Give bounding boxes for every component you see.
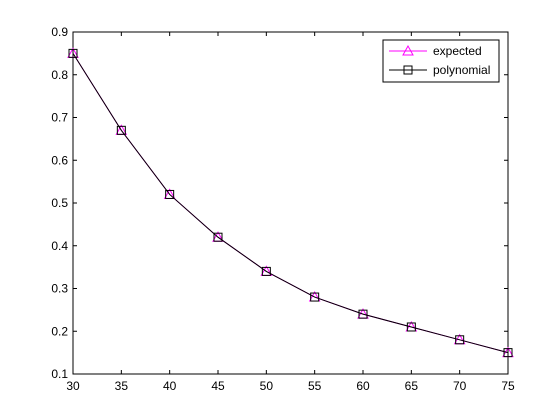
x-tick-label: 50 — [260, 379, 274, 393]
x-tick-label: 65 — [405, 379, 419, 393]
legend: expected polynomial — [382, 39, 500, 83]
plot-area — [72, 31, 509, 375]
polynomial-point — [165, 189, 175, 199]
y-tick-label: 0.1 — [51, 367, 68, 381]
y-tick-label: 0.6 — [51, 153, 68, 167]
legend-box — [382, 39, 500, 83]
x-tick-label: 75 — [501, 379, 515, 393]
x-tick-label: 70 — [453, 379, 467, 393]
polynomial-point — [116, 125, 126, 135]
polynomial-point — [310, 292, 320, 302]
y-tick-label: 0.8 — [51, 68, 68, 82]
series-polynomial — [68, 48, 513, 358]
axis-tick-labels: 30 35 40 45 50 55 60 65 70 75 0.1 0.2 0.3 0.4 0.5 0.6 0.… — [51, 25, 515, 393]
polynomial-point — [261, 266, 271, 276]
y-tick-label: 0.7 — [51, 111, 68, 125]
y-tick-label: 0.3 — [51, 282, 68, 296]
polynomial-point — [68, 48, 78, 58]
legend-label-polynomial: polynomial — [433, 63, 490, 77]
x-tick-label: 40 — [163, 379, 177, 393]
series-layer — [67, 47, 514, 358]
polynomial-point — [213, 232, 223, 242]
x-tick-label: 55 — [308, 379, 322, 393]
x-tick-label: 30 — [66, 379, 80, 393]
polynomial-point — [455, 335, 465, 345]
x-tick-label: 45 — [211, 379, 225, 393]
legend-label-expected: expected — [433, 44, 482, 58]
y-tick-label: 0.9 — [51, 25, 68, 39]
y-tick-label: 0.2 — [51, 324, 68, 338]
axis-ticks — [72, 31, 509, 375]
x-tick-label: 35 — [115, 379, 129, 393]
polynomial-point — [503, 348, 513, 358]
y-tick-label: 0.4 — [51, 239, 68, 253]
legend-marker-polynomial — [403, 65, 413, 75]
polynomial-line — [72, 53, 509, 354]
legend-marker-expected — [402, 44, 414, 56]
x-tick-label: 60 — [356, 379, 370, 393]
polynomial-point — [406, 322, 416, 332]
polynomial-point — [358, 309, 368, 319]
y-tick-label: 0.5 — [51, 196, 68, 210]
